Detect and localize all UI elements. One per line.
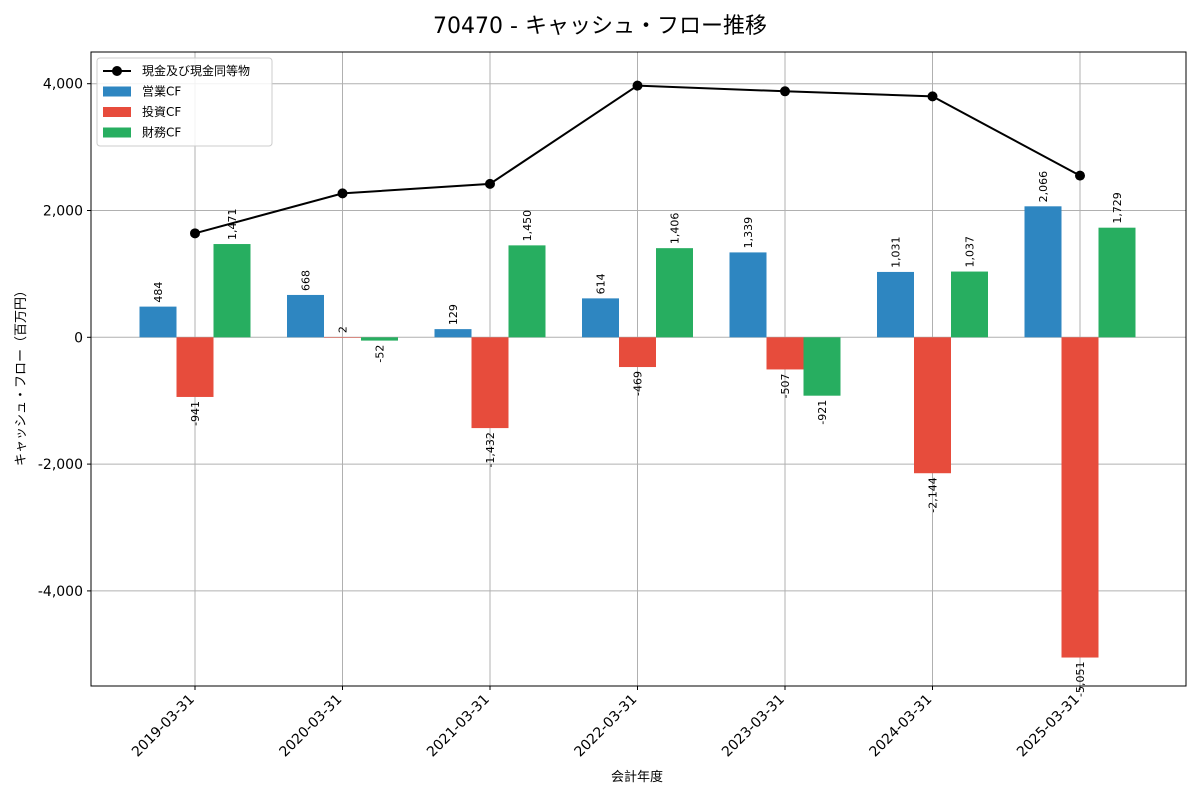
bar-value-label: 1,031 (890, 236, 903, 268)
bar-財務CF (951, 271, 988, 338)
chart-title: 70470 - キャッシュ・フロー推移 (433, 14, 767, 39)
x-tick-label: 2021-03-31 (424, 692, 493, 761)
grid (91, 52, 1186, 686)
bar-value-label: 614 (595, 273, 608, 294)
bar-営業CF (434, 329, 472, 338)
cash-line-point (337, 188, 348, 199)
x-tick-label: 2023-03-31 (719, 692, 788, 761)
legend-bar-swatch (103, 86, 131, 97)
legend-bar-swatch (103, 127, 131, 138)
bar-value-label: -52 (374, 345, 387, 363)
bars (139, 206, 1136, 658)
y-tick-label: 0 (74, 330, 83, 346)
x-tick-label: 2019-03-31 (129, 692, 198, 761)
legend-label: 投資CF (142, 104, 181, 119)
cash-line-point (190, 228, 200, 239)
bar-value-label: 1,450 (521, 210, 534, 242)
bar-value-label: -469 (632, 371, 645, 396)
bar-営業CF (582, 298, 619, 338)
bar-value-label: -5,051 (1074, 662, 1087, 697)
bar-value-label: 1,339 (742, 217, 755, 249)
bar-value-label: 1,471 (226, 209, 239, 241)
bar-value-label: -507 (779, 373, 792, 398)
bar-labels: 484 668 129 614 1,339 1,031 2,066 -941 2 -1,432 -4… (152, 171, 1124, 697)
cash-line (190, 80, 1085, 239)
bar-投資CF (766, 337, 804, 370)
bar-投資CF (1061, 337, 1099, 658)
bar-営業CF (139, 306, 177, 338)
bar-value-label: 668 (300, 270, 313, 291)
legend-box (96, 57, 273, 147)
legend-label: 現金及び現金同等物 (142, 63, 250, 78)
x-tick-label: 2024-03-31 (866, 692, 935, 761)
x-tick-label: 2022-03-31 (571, 692, 640, 761)
bar-value-label: 1,729 (1111, 192, 1124, 224)
bar-value-label: -2,144 (927, 477, 940, 512)
legend-label: 営業CF (142, 85, 181, 99)
bar-投資CF (176, 337, 214, 397)
bar-財務CF (213, 244, 251, 338)
bar-value-label: -1,432 (484, 432, 497, 467)
cash-line-point (927, 91, 938, 102)
bar-value-label: 484 (152, 282, 165, 303)
y-axis-label: キャッシュ・フロー（百万円） (14, 284, 29, 466)
bar-財務CF (508, 245, 546, 338)
y-tick-label: 2,000 (43, 204, 83, 220)
cash-line-point (632, 80, 643, 91)
bar-value-label: 1,406 (669, 213, 682, 245)
bar-財務CF (656, 248, 693, 338)
bar-営業CF (729, 252, 767, 338)
bar-value-label: 2,066 (1037, 171, 1050, 203)
bar-財務CF (803, 337, 841, 396)
cash-line-point (485, 178, 495, 189)
bar-営業CF (287, 294, 324, 338)
cash-line-point (1075, 170, 1085, 181)
bar-投資CF (471, 337, 509, 429)
y-tick-label: 4,000 (43, 77, 83, 93)
x-tick-label: 2020-03-31 (276, 692, 345, 761)
bar-投資CF (914, 337, 951, 474)
bar-営業CF (1024, 206, 1062, 338)
bar-value-label: 1,037 (964, 236, 977, 268)
legend-bar-swatch (103, 107, 131, 117)
legend-label: 財務CF (142, 125, 181, 140)
bar-投資CF (324, 337, 361, 338)
bar-営業CF (877, 271, 914, 338)
bar-value-label: -941 (189, 401, 202, 426)
bar-財務CF (361, 337, 398, 341)
y-tick-label: -4,000 (38, 584, 83, 600)
bar-投資CF (619, 337, 656, 368)
y-tick-label: -2,000 (38, 457, 83, 473)
bar-value-label: 2 (337, 326, 350, 333)
cash-line-point (780, 86, 790, 97)
x-tick-label: 2025-03-31 (1014, 692, 1083, 761)
legend-line-marker (112, 66, 122, 76)
bar-value-label: 129 (447, 304, 460, 325)
bar-value-label: -921 (816, 400, 829, 425)
plot-frame (90, 51, 1187, 687)
bar-財務CF (1098, 227, 1136, 338)
x-axis-label: 会計年度 (611, 769, 663, 785)
